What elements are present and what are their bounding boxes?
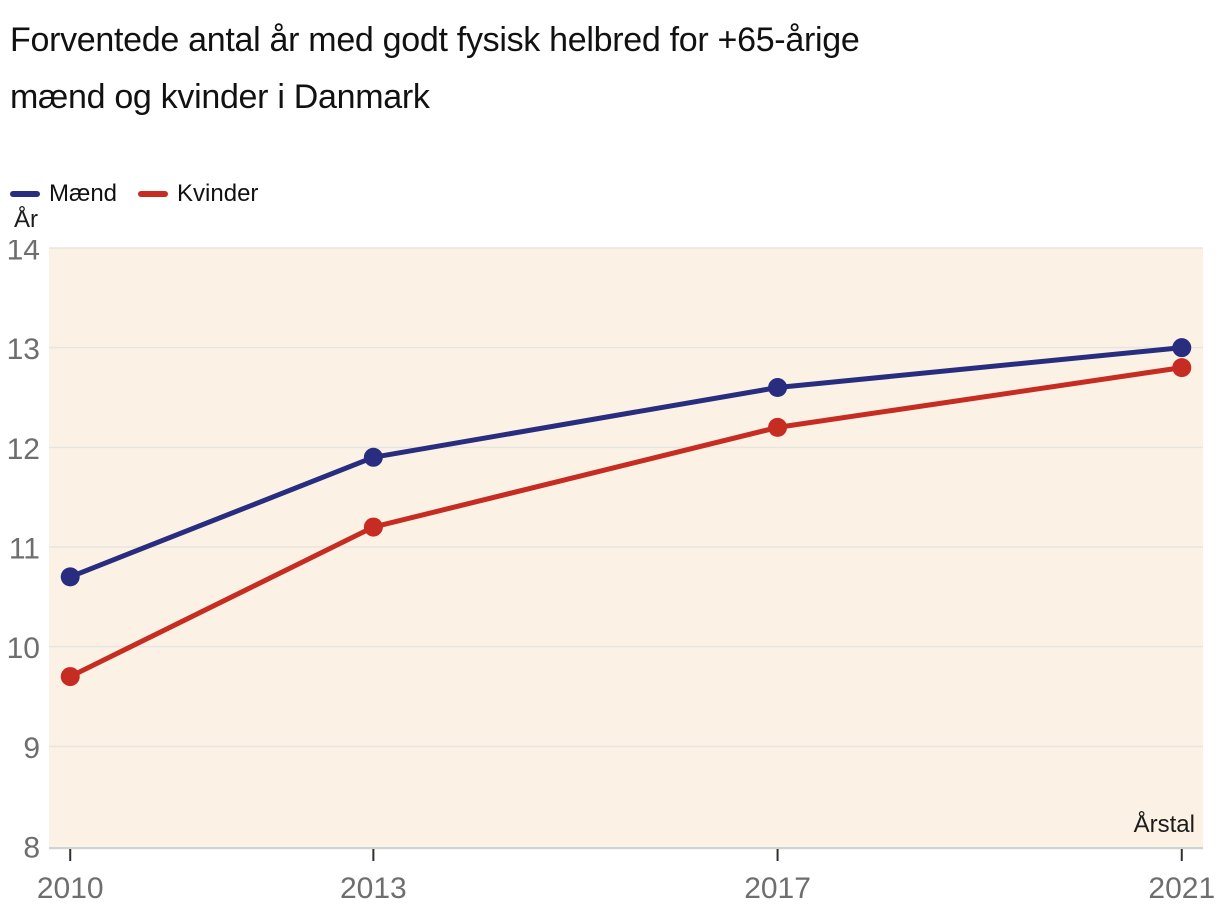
data-point-mænd-2010 [60, 567, 80, 587]
x-tick-label-2021: 2021 [1148, 872, 1215, 905]
y-tick-label-12: 12 [7, 433, 40, 466]
legend-swatch-mænd [10, 191, 40, 197]
data-point-kvinder-2017 [768, 417, 788, 437]
y-axis-title: År [14, 206, 38, 233]
data-point-kvinder-2021 [1172, 358, 1192, 378]
legend-item-mænd: Mænd [10, 180, 117, 208]
y-tick-label-10: 10 [7, 632, 40, 665]
page-title-line-2: mænd og kvinder i Danmark [10, 78, 430, 116]
legend-label: Mænd [49, 180, 118, 207]
y-tick-label-11: 11 [9, 533, 40, 566]
y-tick-label-8: 8 [23, 832, 40, 865]
data-point-mænd-2021 [1172, 338, 1192, 358]
y-tick-label-9: 9 [23, 732, 40, 765]
x-tick-label-2010: 2010 [37, 872, 104, 905]
legend: Mænd Kvinder [10, 180, 258, 208]
data-point-mænd-2017 [768, 378, 788, 398]
data-point-mænd-2013 [363, 447, 383, 467]
y-tick-label-14: 14 [7, 240, 40, 267]
x-tick-label-2013: 2013 [340, 872, 407, 905]
page-title: Forventede antal år med godt fysisk helb… [10, 12, 1170, 126]
data-point-kvinder-2010 [60, 667, 80, 687]
data-point-kvinder-2013 [363, 517, 383, 537]
series-line-mænd [67, 345, 1185, 580]
page-title-line-1: Forventede antal år med godt fysisk helb… [10, 21, 860, 59]
x-axis-title: Årstal [1134, 810, 1195, 838]
legend-item-kvinder: Kvinder [138, 180, 258, 208]
chart: 8 9 10 11 12 13 14 2010 2013 2017 2021 Årstal [7, 240, 1216, 905]
y-tick-label-13: 13 [7, 333, 40, 366]
legend-label: Kvinder [177, 180, 259, 207]
series-line-kvinder [67, 365, 1185, 680]
legend-swatch-kvinder [138, 191, 169, 197]
x-tick-label-2017: 2017 [744, 872, 811, 905]
